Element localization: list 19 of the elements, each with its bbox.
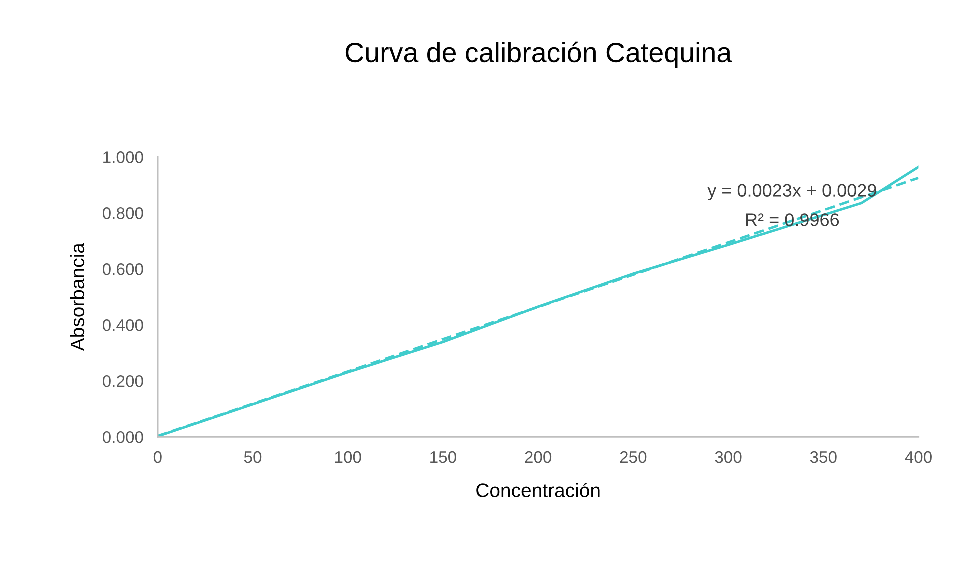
x-tick-label: 0 (154, 451, 162, 464)
y-tick-label: 0.000 (102, 431, 144, 444)
y-tick-label: 0.800 (102, 208, 144, 220)
y-tick-label: 0.200 (102, 375, 144, 388)
x-tick-label: 300 (715, 451, 742, 464)
y-tick-label: 0.400 (102, 320, 144, 332)
x-tick-label: 50 (244, 451, 262, 464)
x-tick-label: 250 (620, 451, 647, 464)
x-tick-label: 150 (430, 451, 456, 464)
chart-title: Curva de calibración Catequina (346, 42, 732, 68)
y-axis-title: Absorbancia (70, 243, 85, 352)
y-tick-label: 1.000 (104, 152, 144, 164)
x-tick-label: 400 (905, 451, 932, 464)
x-tick-label: 200 (525, 451, 552, 464)
annotation: y = 0.0023x + 0.0029 (708, 184, 876, 201)
x-tick-label: 350 (810, 451, 837, 464)
x-tick-label: 100 (335, 451, 362, 464)
x-axis-title: Concentración (476, 482, 600, 498)
y-tick-label: 0.600 (102, 264, 144, 276)
